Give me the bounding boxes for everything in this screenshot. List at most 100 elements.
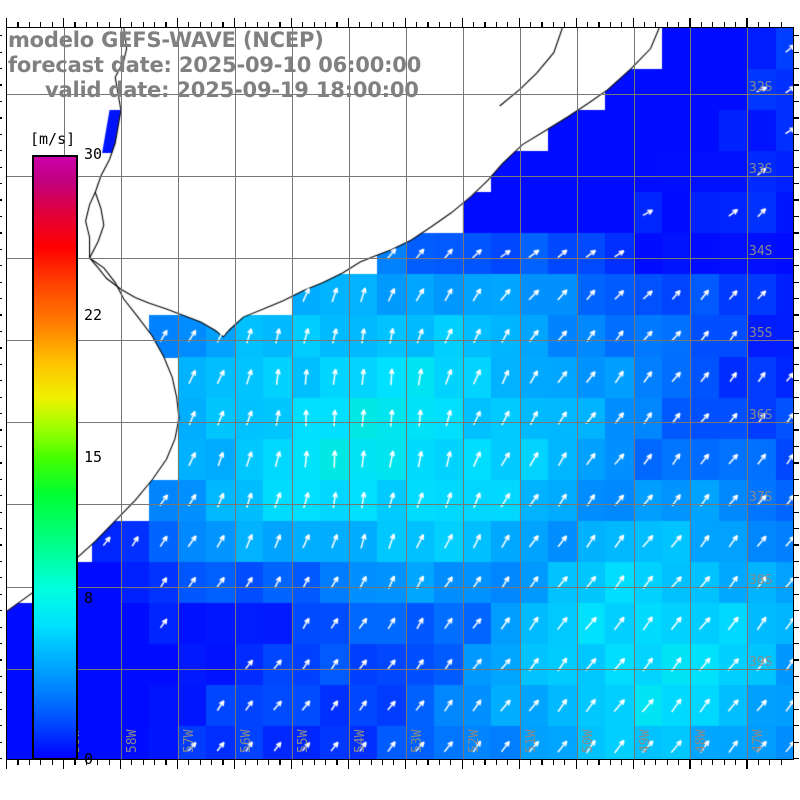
longitude-label: 47W (751, 729, 767, 753)
axis-tick (119, 18, 122, 27)
axis-tick (359, 760, 361, 765)
axis-tick (0, 643, 2, 645)
axis-tick (0, 675, 2, 678)
latitude-label: 35S (749, 326, 773, 342)
colorbar-tick-label: 30 (84, 145, 103, 163)
axis-tick (0, 281, 2, 283)
title-block: modelo GEFS-WAVE (NCEP) forecast date: 2… (0, 28, 520, 103)
axis-tick (794, 725, 799, 727)
axis-tick (131, 760, 133, 765)
grid-line-longitude (291, 28, 293, 759)
colorbar-tick-label: 15 (84, 447, 103, 466)
axis-tick (0, 577, 2, 579)
axis-tick (28, 760, 30, 765)
axis-tick (40, 760, 42, 765)
axis-tick (794, 150, 799, 152)
model-title: modelo GEFS-WAVE (NCEP) (8, 28, 324, 52)
axis-tick (268, 760, 270, 765)
axis-tick (0, 741, 2, 743)
axis-tick (233, 18, 235, 27)
axis-tick (154, 760, 156, 765)
axis-tick (245, 760, 247, 765)
axis-tick (404, 18, 406, 27)
axis-tick (0, 330, 2, 333)
axis-tick (0, 495, 2, 497)
axis-tick (6, 760, 8, 769)
axis-tick (794, 478, 799, 480)
axis-tick (794, 265, 799, 267)
latitude-label: 39S (749, 654, 773, 670)
axis-tick (666, 760, 668, 765)
axis-tick (794, 117, 799, 119)
longitude-label: 49W (637, 729, 653, 753)
latitude-label: 36S (749, 408, 773, 424)
axis-tick (0, 708, 2, 710)
longitude-label: 48W (694, 729, 710, 753)
axis-tick (794, 330, 799, 333)
axis-tick (794, 248, 799, 250)
axis-tick (438, 760, 441, 765)
longitude-label: 52W (466, 729, 482, 753)
axis-tick (794, 363, 799, 365)
axis-tick (0, 445, 2, 448)
axis-tick (518, 760, 520, 769)
longitude-label: 54W (352, 729, 368, 753)
axis-tick (794, 511, 799, 513)
axis-tick (17, 760, 19, 765)
axis-tick (794, 100, 799, 103)
axis-tick (678, 760, 680, 765)
axis-tick (347, 18, 349, 27)
grid-line-latitude (7, 340, 793, 342)
axis-tick (62, 18, 65, 27)
axis-tick (0, 265, 2, 267)
axis-tick (794, 560, 799, 563)
colorbar-gradient (32, 155, 78, 760)
latitude-label: 38S (749, 572, 773, 588)
colorbar-tick-label: 22 (84, 306, 103, 325)
axis-tick (794, 692, 799, 694)
grid-line-longitude (234, 28, 236, 759)
axis-tick (598, 760, 600, 765)
axis-tick (233, 760, 235, 769)
axis-tick (735, 760, 737, 765)
axis-tick (0, 133, 2, 135)
grid-line-latitude (7, 586, 793, 588)
axis-tick (290, 18, 292, 27)
axis-tick (176, 760, 179, 769)
valid-date: valid date: 2025-09-19 18:00:00 (45, 78, 419, 102)
axis-tick (0, 478, 2, 480)
latitude-label: 34S (749, 243, 773, 259)
axis-tick (794, 166, 799, 168)
axis-tick (746, 760, 748, 769)
axis-tick (689, 760, 691, 769)
axis-tick (74, 760, 76, 765)
axis-tick (199, 760, 201, 765)
axis-tick (794, 577, 799, 579)
axis-tick (530, 760, 532, 765)
axis-tick (495, 760, 497, 765)
axis-tick (794, 675, 799, 678)
grid-line-latitude (7, 504, 793, 506)
grid-line-longitude (633, 28, 635, 759)
axis-tick (461, 18, 463, 27)
axis-tick (518, 18, 520, 27)
latitude-label: 32S (749, 79, 773, 95)
axis-tick (142, 760, 144, 765)
longitude-label: 50W (580, 729, 596, 753)
axis-tick (0, 199, 2, 201)
axis-tick (794, 643, 799, 645)
axis-tick (794, 593, 799, 595)
axis-tick (0, 347, 2, 349)
axis-tick (336, 760, 338, 765)
latitude-label: 33S (749, 161, 773, 177)
axis-tick (632, 760, 634, 769)
axis-tick (575, 18, 577, 27)
axis-tick (541, 760, 543, 765)
axis-tick (794, 314, 799, 316)
axis-tick (0, 593, 2, 595)
grid-line-latitude (7, 257, 793, 259)
axis-tick (794, 199, 799, 201)
axis-tick (794, 758, 799, 760)
axis-tick (794, 413, 799, 415)
